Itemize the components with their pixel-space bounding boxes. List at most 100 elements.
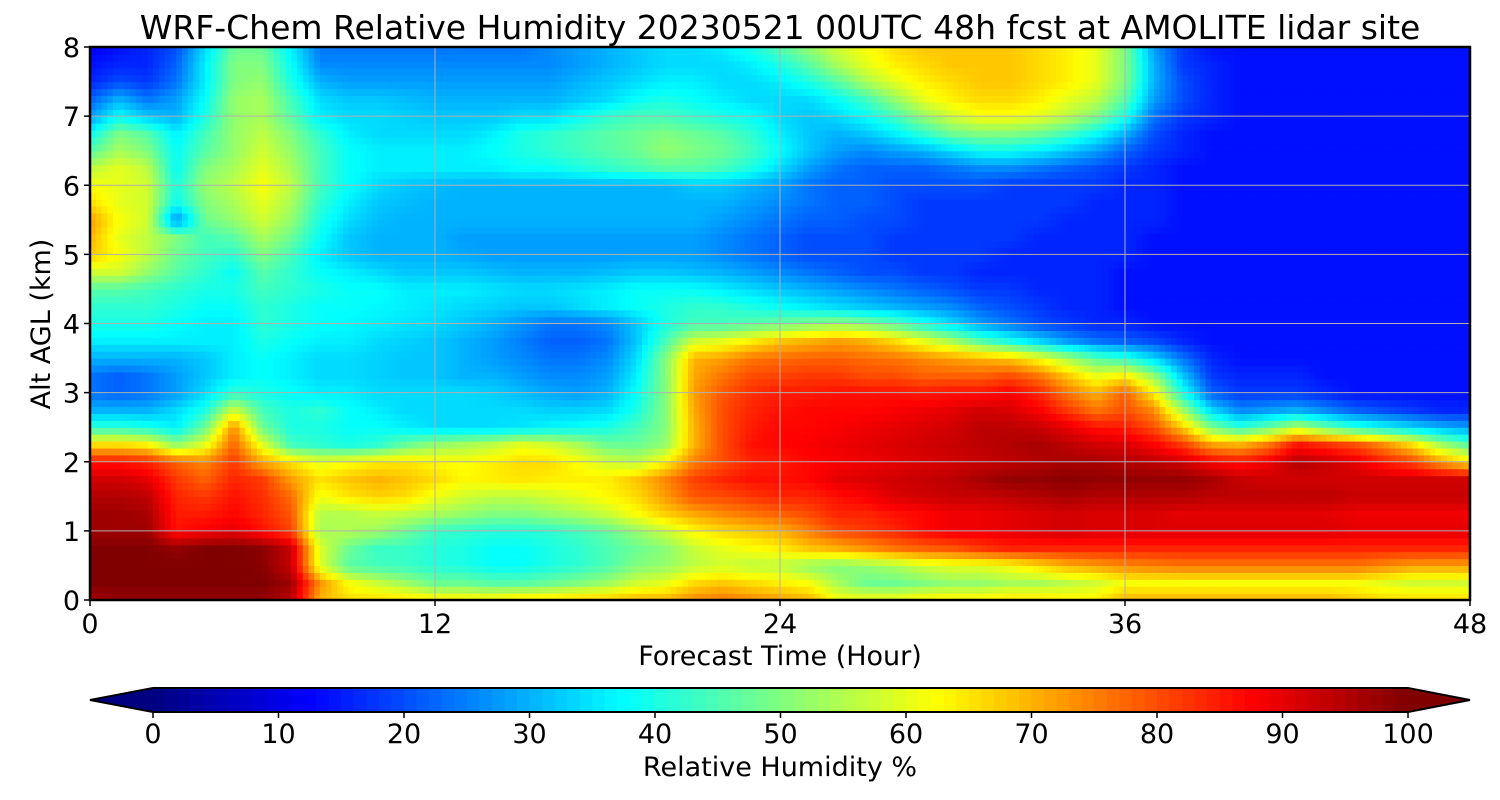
- heatmap-cell: [521, 475, 528, 484]
- heatmap-cell: [630, 517, 637, 525]
- heatmap-cell: [877, 558, 885, 567]
- heatmap-cell: [872, 593, 879, 600]
- heatmap-cell: [164, 579, 172, 587]
- heatmap-cell: [797, 475, 804, 484]
- heatmap-cell: [998, 510, 1005, 518]
- heatmap-cell: [762, 579, 770, 587]
- heatmap-cell: [101, 468, 108, 477]
- heatmap-cell: [797, 482, 804, 490]
- heatmap-cell: [233, 489, 241, 497]
- heatmap-cell: [768, 482, 775, 490]
- heatmap-cell: [412, 565, 419, 573]
- heatmap-cell: [481, 593, 488, 600]
- heatmap-cell: [389, 572, 396, 580]
- heatmap-cell: [1280, 517, 1287, 525]
- heatmap-cell: [555, 551, 563, 560]
- heatmap-cell: [590, 579, 597, 587]
- heatmap-cell: [958, 523, 965, 532]
- heatmap-cell: [1343, 468, 1350, 477]
- heatmap-cell: [895, 572, 902, 580]
- heatmap-cell: [889, 579, 896, 587]
- heatmap-cell: [550, 454, 557, 463]
- heatmap-cell: [1395, 530, 1402, 539]
- heatmap-cell: [136, 489, 143, 497]
- heatmap-cell: [849, 579, 856, 587]
- heatmap-cell: [1148, 537, 1155, 546]
- heatmap-cell: [1257, 489, 1264, 497]
- heatmap-cell: [124, 503, 131, 511]
- heatmap-cell: [1389, 530, 1396, 539]
- heatmap-cell: [1125, 489, 1132, 497]
- heatmap-cell: [895, 489, 902, 497]
- heatmap-cell: [774, 468, 781, 477]
- heatmap-cell: [1102, 468, 1109, 477]
- heatmap-cell: [1378, 537, 1385, 546]
- heatmap-cell: [567, 510, 574, 518]
- heatmap-cell: [1015, 517, 1023, 525]
- heatmap-cell: [481, 510, 488, 518]
- heatmap-cell: [136, 461, 143, 470]
- heatmap-cell: [573, 468, 580, 477]
- heatmap-cell: [1401, 523, 1408, 532]
- heatmap-cell: [1395, 496, 1402, 504]
- heatmap-cell: [1136, 475, 1143, 484]
- heatmap-cell: [613, 565, 620, 573]
- heatmap-cell: [1176, 517, 1184, 525]
- heatmap-cell: [820, 468, 827, 477]
- heatmap-cell: [964, 517, 971, 525]
- heatmap-cell: [509, 482, 517, 490]
- heatmap-cell: [527, 572, 534, 580]
- heatmap-cell: [1447, 544, 1454, 553]
- heatmap-cell: [440, 572, 448, 580]
- heatmap-cell: [268, 572, 275, 580]
- heatmap-cell: [1119, 475, 1126, 484]
- heatmap-cell: [251, 510, 258, 518]
- heatmap-cell: [1107, 461, 1115, 470]
- heatmap-cell: [751, 593, 758, 600]
- heatmap-cell: [1153, 523, 1161, 532]
- heatmap-cell: [1337, 593, 1345, 600]
- heatmap-cell: [1050, 461, 1057, 470]
- heatmap-cell: [95, 510, 103, 518]
- heatmap-cell: [486, 517, 494, 525]
- heatmap-cell: [981, 468, 988, 477]
- heatmap-cell: [682, 517, 689, 525]
- heatmap-cell: [872, 537, 879, 546]
- heatmap-cell: [1309, 517, 1316, 525]
- heatmap-cell: [573, 517, 580, 525]
- heatmap-cell: [147, 586, 154, 594]
- heatmap-cell: [745, 503, 752, 511]
- heatmap-cell: [515, 593, 522, 600]
- heatmap-cell: [555, 517, 563, 525]
- heatmap-cell: [573, 579, 580, 587]
- heatmap-cell: [291, 530, 298, 539]
- heatmap-cell: [826, 454, 833, 463]
- heatmap-cell: [584, 489, 591, 497]
- heatmap-cell: [222, 544, 229, 553]
- heatmap-cell: [193, 565, 200, 573]
- heatmap-cell: [757, 461, 764, 470]
- heatmap-cell: [1090, 496, 1097, 504]
- heatmap-cell: [739, 565, 747, 573]
- heatmap-cell: [1033, 475, 1040, 484]
- heatmap-cell: [1171, 496, 1178, 504]
- heatmap-cell: [262, 593, 269, 600]
- heatmap-cell: [975, 530, 982, 539]
- heatmap-cell: [550, 468, 557, 477]
- heatmap-cell: [630, 489, 637, 497]
- heatmap-cell: [1050, 503, 1057, 511]
- heatmap-cell: [274, 572, 281, 580]
- heatmap-cell: [337, 475, 344, 484]
- heatmap-cell: [205, 468, 212, 477]
- heatmap-cell: [527, 586, 534, 594]
- heatmap-cell: [1130, 454, 1138, 463]
- heatmap-cell: [854, 461, 862, 470]
- heatmap-cell: [992, 454, 1000, 463]
- heatmap-cell: [159, 572, 166, 580]
- heatmap-cell: [463, 523, 471, 532]
- heatmap-cell: [164, 586, 172, 594]
- heatmap-cell: [521, 558, 528, 567]
- heatmap-cell: [118, 586, 126, 594]
- heatmap-cell: [521, 586, 528, 594]
- heatmap-cell: [509, 537, 517, 546]
